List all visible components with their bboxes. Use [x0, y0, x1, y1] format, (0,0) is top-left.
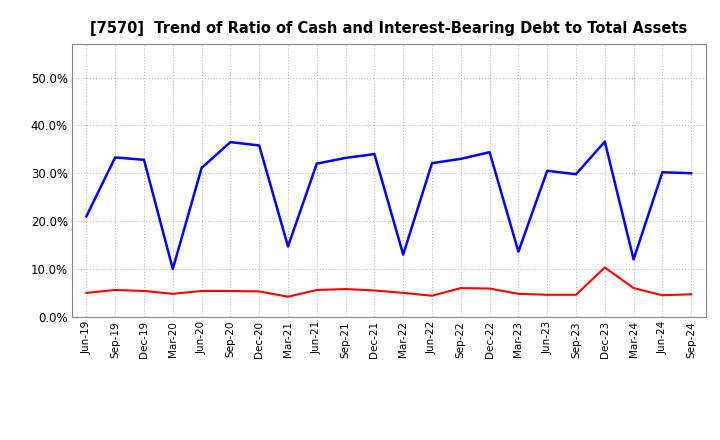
- Cash: [572, 292, 580, 297]
- Cash: [428, 293, 436, 298]
- Cash: [399, 290, 408, 296]
- Cash: [456, 286, 465, 291]
- Interest-Bearing Debt: [572, 172, 580, 177]
- Cash: [284, 294, 292, 299]
- Interest-Bearing Debt: [82, 214, 91, 219]
- Interest-Bearing Debt: [399, 252, 408, 257]
- Interest-Bearing Debt: [687, 171, 696, 176]
- Cash: [197, 288, 206, 293]
- Interest-Bearing Debt: [168, 266, 177, 271]
- Line: Cash: Cash: [86, 268, 691, 297]
- Title: [7570]  Trend of Ratio of Cash and Interest-Bearing Debt to Total Assets: [7570] Trend of Ratio of Cash and Intere…: [90, 21, 688, 36]
- Interest-Bearing Debt: [140, 157, 148, 162]
- Interest-Bearing Debt: [658, 170, 667, 175]
- Cash: [514, 291, 523, 297]
- Interest-Bearing Debt: [485, 150, 494, 155]
- Cash: [658, 293, 667, 298]
- Interest-Bearing Debt: [428, 161, 436, 166]
- Interest-Bearing Debt: [600, 139, 609, 144]
- Interest-Bearing Debt: [312, 161, 321, 166]
- Interest-Bearing Debt: [341, 155, 350, 161]
- Cash: [341, 286, 350, 292]
- Cash: [312, 287, 321, 293]
- Cash: [226, 288, 235, 293]
- Cash: [687, 292, 696, 297]
- Interest-Bearing Debt: [456, 156, 465, 161]
- Line: Interest-Bearing Debt: Interest-Bearing Debt: [86, 142, 691, 269]
- Cash: [255, 289, 264, 294]
- Cash: [370, 288, 379, 293]
- Cash: [629, 286, 638, 291]
- Interest-Bearing Debt: [255, 143, 264, 148]
- Interest-Bearing Debt: [111, 155, 120, 160]
- Cash: [600, 265, 609, 270]
- Interest-Bearing Debt: [197, 165, 206, 171]
- Interest-Bearing Debt: [226, 139, 235, 145]
- Cash: [485, 286, 494, 291]
- Interest-Bearing Debt: [629, 257, 638, 262]
- Cash: [543, 292, 552, 297]
- Cash: [111, 287, 120, 293]
- Interest-Bearing Debt: [370, 151, 379, 157]
- Cash: [140, 288, 148, 293]
- Cash: [168, 291, 177, 297]
- Cash: [82, 290, 91, 296]
- Interest-Bearing Debt: [543, 168, 552, 173]
- Interest-Bearing Debt: [284, 244, 292, 249]
- Interest-Bearing Debt: [514, 249, 523, 254]
